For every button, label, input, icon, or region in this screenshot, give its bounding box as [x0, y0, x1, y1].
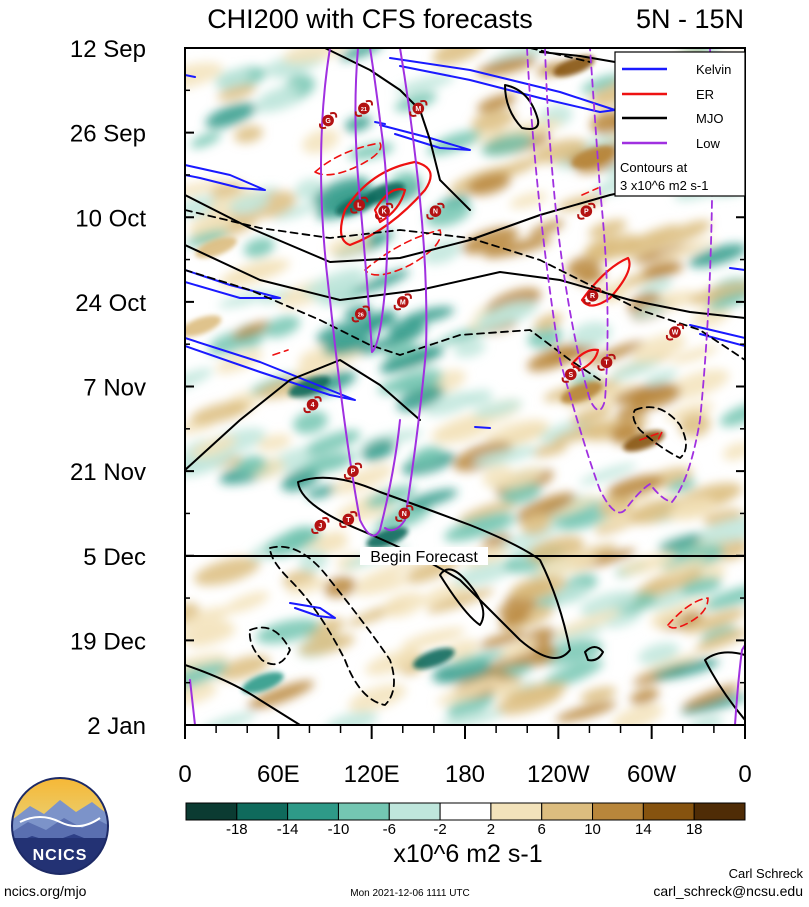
colorbar-swatch	[439, 802, 492, 821]
colorbar-swatch	[693, 802, 746, 821]
y-tick-label: 12 Sep	[70, 36, 146, 63]
legend-label-mjo: MJO	[696, 111, 723, 126]
colorbar-swatch	[236, 802, 289, 821]
colorbar-swatch	[541, 802, 594, 821]
storm-marker: K	[374, 202, 394, 220]
storm-marker: 4	[303, 396, 322, 414]
storm-label: R	[590, 293, 595, 300]
colorbar-swatch	[642, 802, 695, 821]
y-tick-label: 26 Sep	[70, 121, 146, 148]
storm-marker: G	[318, 112, 338, 130]
storm-marker: 21	[354, 99, 374, 117]
storm-marker: J	[311, 517, 330, 535]
y-tick-label: 7 Nov	[83, 375, 146, 402]
x-tick-label: 60W	[627, 761, 677, 788]
y-tick-labels: 12 Sep 26 Sep 10 Oct 24 Oct 7 Nov 21 Nov 5 Dec…	[70, 36, 146, 740]
colorbar-swatch	[185, 802, 238, 821]
y-tick-label: 21 Nov	[70, 459, 146, 486]
colorbar-swatch	[337, 802, 390, 821]
author-email[interactable]: carl_schreck@ncsu.edu	[653, 883, 803, 899]
storm-label: P	[351, 469, 356, 476]
colorbar-level-label: 10	[584, 821, 601, 838]
storm-marker: P	[343, 462, 363, 480]
colorbar-swatch	[287, 802, 339, 821]
storm-marker: L	[350, 196, 369, 214]
storm-marker: W	[665, 323, 685, 341]
x-tick-label: 60E	[257, 761, 300, 788]
storm-label: M	[400, 299, 406, 306]
legend-note-line1: Contours at	[620, 160, 688, 175]
colorbar-units: x10^6 m2 s-1	[393, 840, 542, 868]
colorbar-level-label: 2	[487, 821, 495, 838]
y-tick-label: 10 Oct	[75, 205, 146, 232]
website-link[interactable]: ncics.org/mjo	[4, 883, 87, 899]
storm-label: L	[357, 203, 362, 210]
storm-marker: 26	[351, 305, 370, 323]
storm-label: M	[415, 106, 421, 113]
storm-label: N	[402, 511, 407, 518]
colorbar-swatch	[592, 802, 644, 821]
legend-label-low: Low	[696, 136, 720, 151]
storm-marker: N	[395, 504, 414, 522]
storm-label: N	[433, 209, 438, 216]
colorbar-level-label: 6	[538, 821, 546, 838]
legend-label-kelvin: Kelvin	[696, 62, 731, 77]
colorbar-swatch	[490, 802, 543, 821]
colorbar-level-label: -6	[383, 821, 396, 838]
colorbar-level-label: -14	[277, 821, 299, 838]
colorbar-level-label: -2	[433, 821, 446, 838]
storm-label: W	[672, 329, 679, 336]
author-name: Carl Schreck	[729, 866, 804, 881]
storm-label: G	[325, 118, 331, 125]
storm-label: T	[604, 360, 609, 367]
storm-marker: R	[583, 287, 602, 305]
storm-marker: N	[426, 202, 445, 220]
storm-label: S	[568, 372, 573, 379]
legend: Kelvin ER MJO Low Contours at 3 x10^6 m2…	[614, 51, 746, 197]
legend-note-line2: 3 x10^6 m2 s-1	[620, 178, 708, 193]
x-tick-labels: 0 60E 120E 180 120W 60W 0	[178, 761, 751, 788]
storm-marker: P	[577, 202, 596, 220]
colorbar-level-label: -10	[328, 821, 350, 838]
storm-label: J	[318, 523, 322, 530]
timestamp: Mon 2021-12-06 1111 UTC	[350, 888, 470, 899]
colorbar-level-label: 18	[686, 821, 703, 838]
storm-label: T	[346, 517, 351, 524]
forecast-label: Begin Forecast	[370, 549, 478, 566]
storm-label: 26	[358, 312, 364, 318]
storm-marker: T	[339, 510, 358, 528]
x-tick-label: 120E	[344, 761, 400, 788]
legend-label-er: ER	[696, 87, 714, 102]
chart-subtitle: 5N - 15N	[636, 4, 744, 34]
y-tick-label: 19 Dec	[70, 628, 146, 655]
y-tick-label: 5 Dec	[83, 544, 146, 571]
storm-label: 4	[311, 402, 315, 409]
forecast-label-bg	[360, 547, 488, 565]
storm-marker: T	[597, 353, 616, 371]
x-tick-label: 180	[445, 761, 485, 788]
x-tick-label: 0	[178, 761, 191, 788]
storm-markers: G 21 M L K N 26 M P R W T S 4 P N T J	[303, 99, 685, 535]
colorbar-swatch	[388, 802, 441, 821]
storm-label: P	[584, 209, 589, 216]
colorbar: -18 -14 -10 -6 -2 2 6 10 14 18	[185, 802, 746, 838]
y-tick-label: 2 Jan	[87, 713, 146, 740]
storm-marker: M	[393, 293, 412, 311]
chart-title: CHI200 with CFS forecasts	[207, 4, 533, 34]
logo-text: NCICS	[33, 847, 88, 864]
colorbar-level-label: -18	[226, 821, 248, 838]
ncics-logo: NCICS	[11, 777, 109, 875]
storm-label: 21	[361, 107, 367, 113]
storm-label: K	[382, 209, 387, 216]
axis-ticks	[184, 47, 746, 739]
x-tick-label: 120W	[527, 761, 590, 788]
y-tick-label: 24 Oct	[75, 290, 146, 317]
x-tick-label: 0	[738, 761, 751, 788]
storm-marker: M	[409, 99, 428, 117]
storm-marker: S	[561, 365, 580, 383]
colorbar-level-label: 14	[635, 821, 652, 838]
